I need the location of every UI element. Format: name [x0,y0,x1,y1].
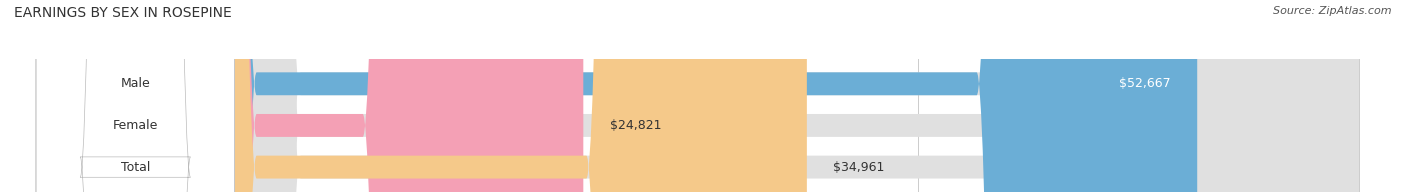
Text: $34,961: $34,961 [834,161,884,174]
FancyBboxPatch shape [37,0,235,196]
Text: Male: Male [121,77,150,90]
Text: Female: Female [112,119,157,132]
FancyBboxPatch shape [37,0,1197,196]
FancyBboxPatch shape [37,0,235,196]
FancyBboxPatch shape [37,0,1358,196]
Text: $24,821: $24,821 [610,119,661,132]
FancyBboxPatch shape [37,0,807,196]
Text: EARNINGS BY SEX IN ROSEPINE: EARNINGS BY SEX IN ROSEPINE [14,6,232,20]
Text: Total: Total [121,161,150,174]
Text: Source: ZipAtlas.com: Source: ZipAtlas.com [1274,6,1392,16]
FancyBboxPatch shape [37,0,1358,196]
Text: $52,667: $52,667 [1119,77,1171,90]
FancyBboxPatch shape [37,0,583,196]
FancyBboxPatch shape [37,0,1358,196]
FancyBboxPatch shape [37,0,235,196]
